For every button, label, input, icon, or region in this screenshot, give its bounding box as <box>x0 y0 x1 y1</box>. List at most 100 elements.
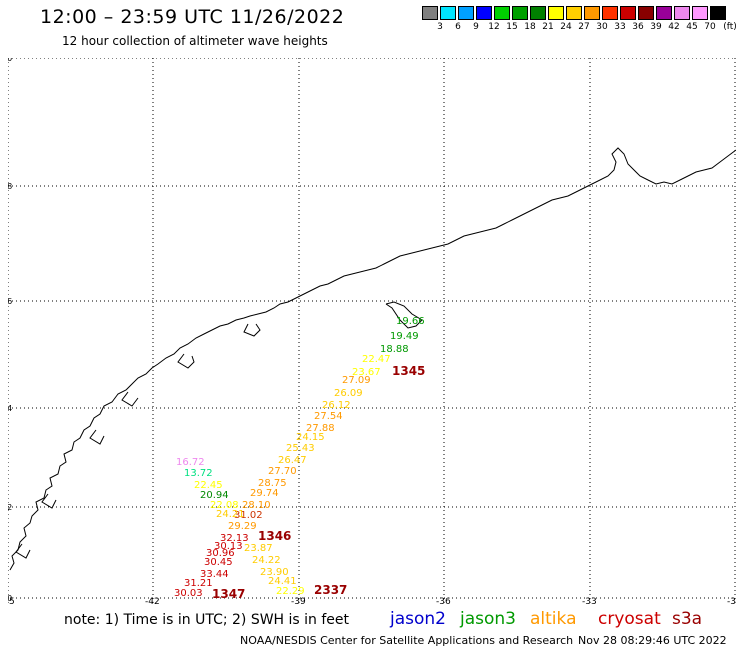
wave-height-label: 22.45 <box>194 480 223 491</box>
scale-unit: (ft) <box>723 22 737 32</box>
wave-height-label: 31.21 <box>184 578 213 589</box>
lon-label: -36 <box>436 597 451 604</box>
scale-swatch <box>530 6 546 20</box>
wave-height-label: 19.49 <box>390 331 419 342</box>
wave-height-label: 23.87 <box>244 543 273 554</box>
page-title: 12:00 – 23:59 UTC 11/26/2022 <box>40 6 345 28</box>
wave-height-label: 26.47 <box>278 455 307 466</box>
scale-swatch <box>620 6 636 20</box>
scale-label: 39 <box>650 22 662 32</box>
wave-height-label: 23.67 <box>352 367 381 378</box>
lon-label: -30 <box>727 597 736 604</box>
footer-note: note: 1) Time is in UTC; 2) SWH is in fe… <box>64 612 350 628</box>
lat-label: 60 <box>8 594 12 603</box>
scale-swatch <box>656 6 672 20</box>
lat-label: 68 <box>8 182 12 191</box>
scale-swatch <box>602 6 618 20</box>
wave-height-label: 30.45 <box>204 557 233 568</box>
timestamp: Nov 28 08:29:46 UTC 2022 <box>578 634 727 647</box>
scale-label: 70 <box>704 22 716 32</box>
mission-legend-item: cryosat <box>598 609 661 629</box>
scale-swatch <box>422 6 438 20</box>
scale-label: 45 <box>686 22 698 32</box>
wave-height-label: 24.41 <box>268 576 297 587</box>
wave-height-label: 22.29 <box>276 586 305 597</box>
wave-height-label: 25.43 <box>286 443 315 454</box>
scale-label: 12 <box>488 22 500 32</box>
lon-label: -39 <box>291 597 306 604</box>
wave-height-label: 27.09 <box>342 375 371 386</box>
scale-swatch <box>674 6 690 20</box>
credit-line: NOAA/NESDIS Center for Satellite Applica… <box>240 634 574 647</box>
lat-label: 62 <box>8 503 12 512</box>
wave-height-label: 31.02 <box>234 510 263 521</box>
pass-time-label: 2337 <box>314 583 347 597</box>
wave-height-label: 27.54 <box>314 411 343 422</box>
mission-legend-item: altika <box>530 609 577 629</box>
wave-height-label: 30.03 <box>174 588 203 599</box>
scale-label: 33 <box>614 22 626 32</box>
wave-height-label: 27.70 <box>268 466 297 477</box>
scale-swatch <box>476 6 492 20</box>
scale-swatch <box>458 6 474 20</box>
mission-legend-item: jason2 <box>390 609 446 629</box>
lat-label: 70 <box>8 58 12 63</box>
wave-height-label: 22.47 <box>362 354 391 365</box>
wave-height-label: 29.29 <box>228 521 257 532</box>
wave-height-label: 24.21 <box>216 509 245 520</box>
scale-swatch <box>710 6 726 20</box>
scale-label: 3 <box>437 22 443 32</box>
pass-time-label: 1347 <box>212 587 245 601</box>
mission-legend-item: s3a <box>672 609 703 629</box>
pass-time-label: 1345 <box>392 364 425 378</box>
wave-height-label: 19.66 <box>396 316 425 327</box>
wave-height-label: 23.90 <box>260 567 289 578</box>
wave-height-label: 28.75 <box>258 478 287 489</box>
lon-label: -45 <box>8 597 15 604</box>
scale-label: 30 <box>596 22 608 32</box>
scale-label: 42 <box>668 22 680 32</box>
greenland-coastline <box>9 147 736 571</box>
wave-height-label: 30.96 <box>206 548 235 559</box>
wave-height-label: 28.10 <box>242 500 271 511</box>
wave-height-label: 13.72 <box>184 468 213 479</box>
scale-label: 21 <box>542 22 554 32</box>
lat-label: 66 <box>8 297 12 306</box>
wave-height-label: 32.13 <box>220 533 249 544</box>
wave-height-label: 26.12 <box>322 400 351 411</box>
lon-label: -42 <box>145 597 160 604</box>
wave-height-label: 29.74 <box>250 488 279 499</box>
lon-label: -33 <box>582 597 597 604</box>
wave-height-label: 18.88 <box>380 344 409 355</box>
scale-swatch <box>440 6 456 20</box>
coastline-fjords <box>15 301 423 559</box>
scale-label: 36 <box>632 22 644 32</box>
pass-time-label: 1346 <box>258 529 291 543</box>
map-plot: 70 68 66 64 62 60-45 -42 -39 -36 -33 -30 19.66 19.4… <box>8 58 736 604</box>
wave-height-label: 24.22 <box>252 555 281 566</box>
scale-swatch <box>692 6 708 20</box>
lat-label: 64 <box>8 404 12 413</box>
scale-label: 15 <box>506 22 518 32</box>
scale-swatch <box>548 6 564 20</box>
wave-height-label: 20.94 <box>200 490 229 501</box>
scale-swatch <box>638 6 654 20</box>
scale-swatch <box>494 6 510 20</box>
page-subtitle: 12 hour collection of altimeter wave hei… <box>62 34 328 48</box>
wave-height-label: 33.44 <box>200 569 229 580</box>
scale-swatch <box>584 6 600 20</box>
mission-legend-item: jason3 <box>460 609 516 629</box>
graticule: 70 68 66 64 62 60-45 -42 -39 -36 -33 -30 <box>8 58 736 604</box>
scale-swatch <box>566 6 582 20</box>
wave-height-label: 27.88 <box>306 423 335 434</box>
scale-label: 24 <box>560 22 572 32</box>
wave-height-label: 30.13 <box>214 541 243 552</box>
wave-height-label: 16.72 <box>176 457 205 468</box>
scale-swatch <box>512 6 528 20</box>
wave-height-label: 26.09 <box>334 388 363 399</box>
wave-height-label: 24.15 <box>296 432 325 443</box>
scale-label: 6 <box>455 22 461 32</box>
scale-label: 18 <box>524 22 536 32</box>
scale-label: 27 <box>578 22 590 32</box>
